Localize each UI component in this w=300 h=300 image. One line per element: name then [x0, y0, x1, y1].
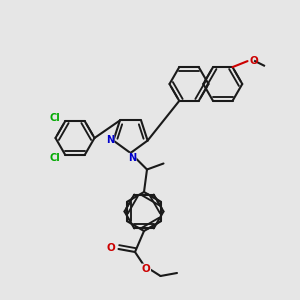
Text: N: N [128, 153, 136, 164]
Text: Cl: Cl [50, 153, 60, 163]
Text: Cl: Cl [50, 113, 60, 123]
Text: O: O [106, 243, 115, 254]
Text: O: O [142, 264, 151, 274]
Text: N: N [106, 135, 114, 145]
Text: O: O [249, 56, 258, 65]
